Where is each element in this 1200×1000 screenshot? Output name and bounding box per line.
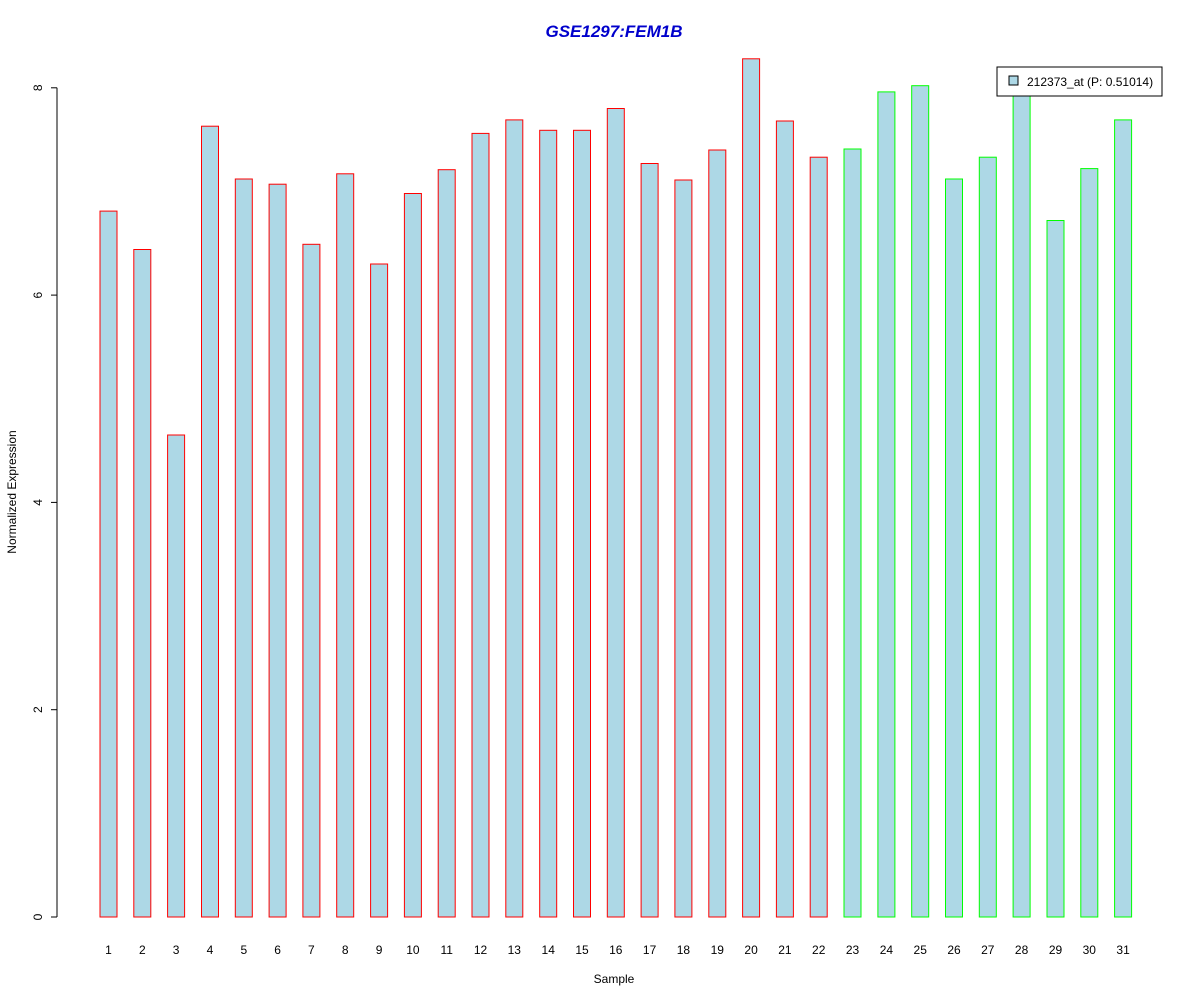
x-tick-label: 30 — [1083, 943, 1097, 957]
x-tick-label: 27 — [981, 943, 995, 957]
x-tick-label: 3 — [173, 943, 180, 957]
bar — [809, 156, 828, 918]
bar — [674, 179, 693, 918]
x-tick-label: 8 — [342, 943, 349, 957]
x-tick-label: 4 — [207, 943, 214, 957]
x-tick-label: 16 — [609, 943, 623, 957]
bar — [843, 148, 862, 918]
y-axis-label: Normalized Expression — [5, 430, 19, 553]
y-tick-label: 4 — [31, 499, 45, 506]
bar — [1114, 119, 1133, 918]
bar — [471, 132, 490, 918]
bar — [370, 263, 389, 918]
bar — [640, 163, 659, 918]
bar — [99, 210, 118, 918]
x-tick-label: 10 — [406, 943, 420, 957]
x-tick-label: 6 — [274, 943, 281, 957]
bar — [437, 169, 456, 918]
bar — [268, 183, 287, 918]
bar — [336, 173, 355, 918]
bar — [539, 129, 558, 918]
x-tick-label: 20 — [744, 943, 758, 957]
x-tick-label: 24 — [880, 943, 894, 957]
x-tick-labels: 1 2 3 4 5 6 7 8 9 10 11 12 13 14 15 16 17 18 19 20 21 22 23 24 2… — [105, 943, 1130, 957]
x-tick-label: 9 — [376, 943, 383, 957]
bar — [1080, 168, 1099, 918]
x-tick-label: 26 — [947, 943, 961, 957]
x-tick-label: 18 — [677, 943, 691, 957]
x-tick-label: 1 — [105, 943, 112, 957]
bar — [606, 108, 625, 918]
x-tick-label: 28 — [1015, 943, 1029, 957]
bar — [302, 243, 321, 918]
y-tick-label: 0 — [31, 913, 45, 920]
bar — [234, 178, 253, 918]
y-tick-label: 6 — [31, 291, 45, 298]
y-tick-label: 8 — [31, 84, 45, 91]
x-tick-label: 29 — [1049, 943, 1063, 957]
legend-swatch — [1008, 75, 1019, 86]
bar — [978, 156, 997, 918]
bars — [99, 58, 1133, 918]
x-tick-label: 15 — [575, 943, 589, 957]
x-tick-label: 14 — [542, 943, 556, 957]
bar — [573, 129, 591, 918]
legend-box — [996, 66, 1163, 97]
x-tick-label: 23 — [846, 943, 860, 957]
x-tick-label: 12 — [474, 943, 488, 957]
legend-entry: 212373_at (P: 0.51014) — [1027, 75, 1153, 89]
bar — [742, 58, 761, 918]
bar — [505, 119, 524, 918]
x-tick-label: 5 — [240, 943, 247, 957]
bar — [1046, 220, 1065, 918]
bar — [403, 193, 422, 918]
bar — [911, 85, 930, 918]
bar — [945, 178, 963, 918]
x-tick-label: 13 — [508, 943, 522, 957]
bar — [167, 434, 186, 918]
bar — [1012, 91, 1031, 918]
bar — [775, 120, 794, 918]
x-tick-label: 21 — [778, 943, 792, 957]
bar — [133, 249, 152, 918]
x-tick-label: 25 — [914, 943, 928, 957]
x-tick-label: 7 — [308, 943, 315, 957]
bar — [877, 91, 896, 918]
bar — [201, 125, 219, 918]
x-axis-label: Sample — [594, 972, 635, 986]
legend: 212373_at (P: 0.51014) — [996, 66, 1163, 97]
x-tick-label: 22 — [812, 943, 826, 957]
x-tick-label: 2 — [139, 943, 146, 957]
x-tick-label: 19 — [711, 943, 725, 957]
x-tick-label: 11 — [440, 943, 453, 957]
x-tick-label: 31 — [1116, 943, 1130, 957]
bar — [708, 149, 727, 918]
x-tick-label: 17 — [643, 943, 657, 957]
y-tick-label: 2 — [31, 706, 45, 713]
chart-title: GSE1297:FEM1B — [546, 22, 683, 41]
y-axis: 0 2 4 6 8 — [31, 84, 58, 920]
